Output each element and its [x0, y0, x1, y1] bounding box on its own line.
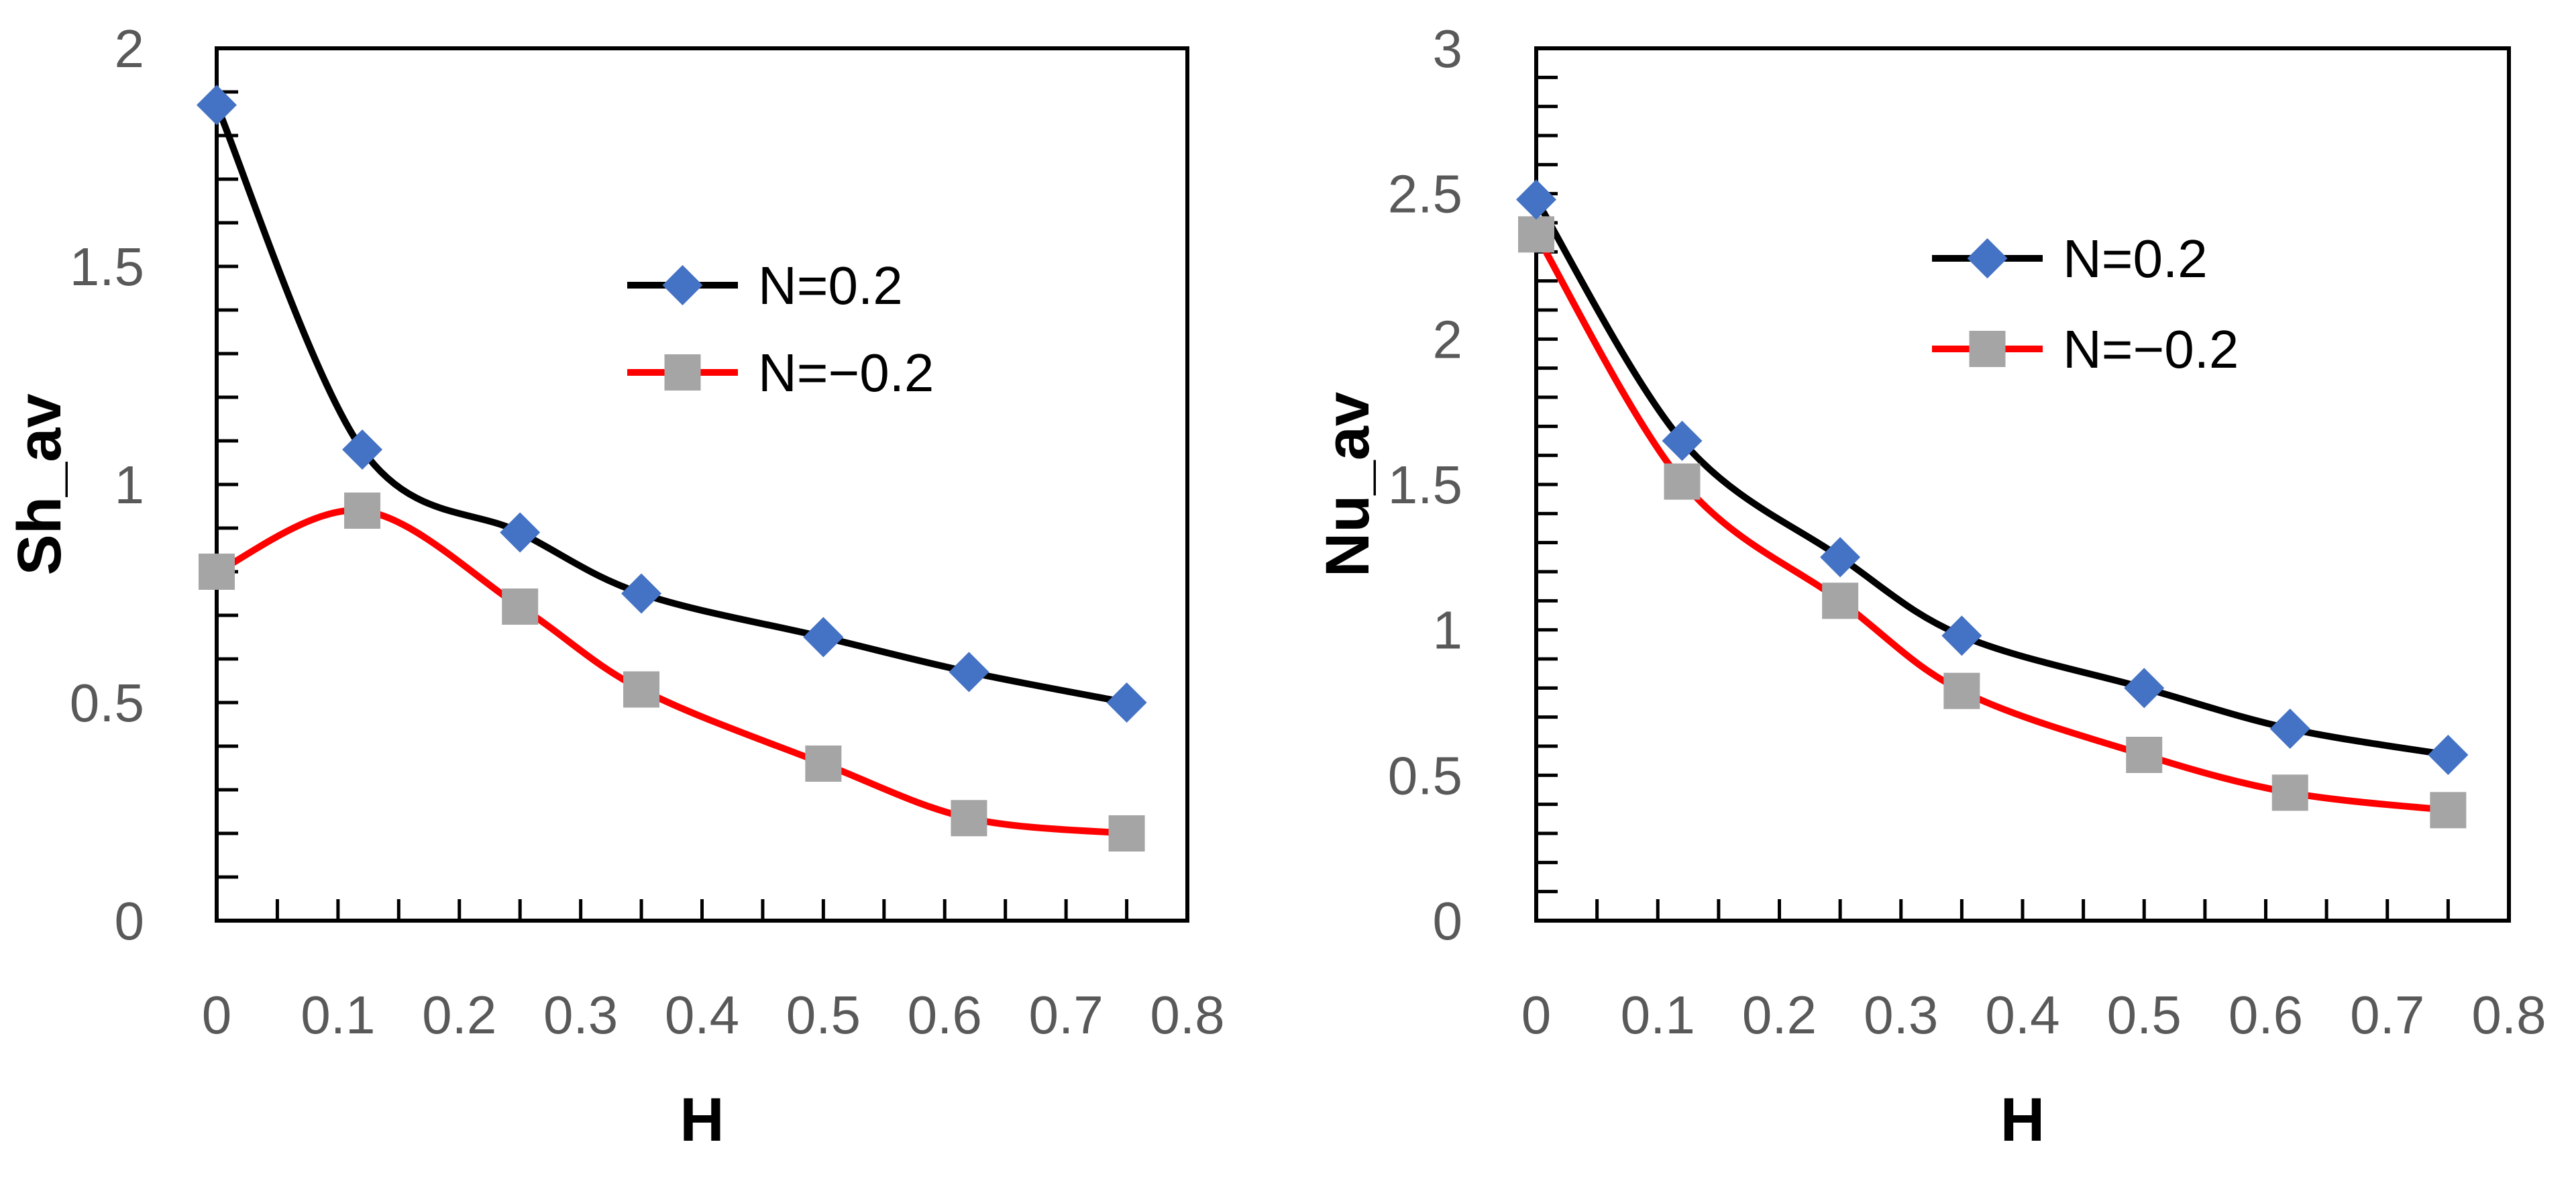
legend: N=0.2 N=−0.2 [627, 256, 934, 403]
legend-label-1: N=−0.2 [2063, 319, 2239, 379]
x-tick-label: 0.5 [2107, 985, 2182, 1045]
y-tick-label: 2 [115, 19, 145, 79]
data-point-series-0 [1820, 537, 1861, 578]
data-point-series-1 [951, 800, 987, 837]
x-tick-label: 0.8 [2471, 985, 2546, 1045]
y-axis-title: Nu_av [1313, 392, 1382, 577]
y-tick-label: 3 [1433, 19, 1463, 79]
data-point-series-1 [1518, 216, 1554, 253]
x-tick-label: 0.6 [2229, 985, 2303, 1045]
y-tick-label: 2.5 [1388, 164, 1462, 224]
data-point-series-1 [199, 554, 235, 590]
data-point-series-1 [344, 493, 381, 529]
series-line-1 [1533, 231, 2452, 814]
data-point-series-1 [805, 745, 842, 782]
data-point-series-1 [1943, 672, 1980, 709]
x-tick-label: 0.4 [665, 985, 739, 1045]
data-point-series-0 [949, 652, 989, 692]
x-tick-label: 0.4 [1985, 985, 2059, 1045]
data-point-series-1 [1108, 815, 1145, 852]
legend-marker-1 [1969, 331, 2006, 367]
data-point-series-0 [2428, 735, 2469, 775]
x-tick-label: 0 [202, 985, 232, 1045]
data-point-series-1 [1822, 582, 1859, 619]
data-point-series-0 [1662, 421, 1703, 461]
x-tick-label: 0.5 [786, 985, 861, 1045]
legend-label-0: N=0.2 [758, 256, 903, 315]
legend-marker-0 [662, 265, 703, 305]
x-tick-label: 0 [1521, 985, 1552, 1045]
x-tick-label: 0.2 [422, 985, 496, 1045]
data-point-series-0 [1941, 615, 1982, 656]
legend: N=0.2 N=−0.2 [1932, 229, 2239, 379]
data-point-series-0 [2124, 668, 2165, 709]
x-tick-label: 0.6 [908, 985, 982, 1045]
y-tick-label: 0.5 [1388, 745, 1462, 805]
legend-label-0: N=0.2 [2063, 229, 2208, 289]
y-tick-label: 0 [115, 891, 145, 951]
series-line-0 [213, 101, 1130, 706]
y-tick-label: 0 [1433, 891, 1463, 951]
legend-label-1: N=−0.2 [758, 343, 934, 403]
y-tick-label: 1 [115, 455, 145, 515]
x-tick-label: 0.7 [2350, 985, 2424, 1045]
data-point-series-1 [1664, 463, 1701, 500]
data-point-series-0 [197, 85, 237, 125]
data-point-series-1 [2271, 774, 2308, 811]
data-point-series-1 [623, 671, 660, 708]
data-point-series-0 [1106, 682, 1147, 723]
x-tick-label: 0.1 [301, 985, 375, 1045]
x-tick-label: 0.8 [1150, 985, 1224, 1045]
x-axis-title: H [680, 1086, 724, 1154]
data-point-series-0 [342, 429, 383, 470]
data-point-series-1 [2126, 737, 2163, 773]
data-point-series-1 [502, 588, 539, 625]
plot-frame [215, 46, 1189, 923]
y-tick-label: 1.5 [70, 237, 144, 297]
legend-marker-0 [1967, 238, 2008, 278]
series-line-1 [213, 507, 1130, 837]
data-point-series-0 [803, 617, 844, 658]
x-tick-label: 0.1 [1621, 985, 1695, 1045]
chart-sh-av: 0 0.5 1 1.5 2 0 0.1 0.2 0.3 0.4 0.5 0.6 0.7 0.8 H Sh_av… [5, 19, 1225, 1154]
x-tick-label: 0.7 [1029, 985, 1104, 1045]
x-axis-title: H [2000, 1086, 2045, 1154]
y-tick-label: 1.5 [1388, 455, 1462, 515]
y-axis-title: Sh_av [5, 393, 74, 575]
y-tick-label: 0.5 [70, 673, 144, 733]
data-point-series-0 [1516, 179, 1556, 220]
data-point-series-1 [2430, 792, 2467, 829]
x-tick-label: 0.3 [1864, 985, 1938, 1045]
x-tick-label: 0.3 [543, 985, 618, 1045]
chart-nu-av: 0 0.5 1 1.5 2 2.5 3 0 0.1 0.2 0.3 0.4 0.5 0.6 0.7 0.8 H N… [1313, 19, 2546, 1154]
legend-marker-1 [664, 354, 701, 391]
data-point-series-0 [2269, 709, 2310, 749]
x-tick-label: 0.2 [1742, 985, 1817, 1045]
y-tick-label: 2 [1433, 309, 1463, 369]
data-point-series-0 [500, 512, 541, 553]
y-tick-label: 1 [1433, 601, 1463, 660]
data-point-series-0 [621, 573, 662, 614]
